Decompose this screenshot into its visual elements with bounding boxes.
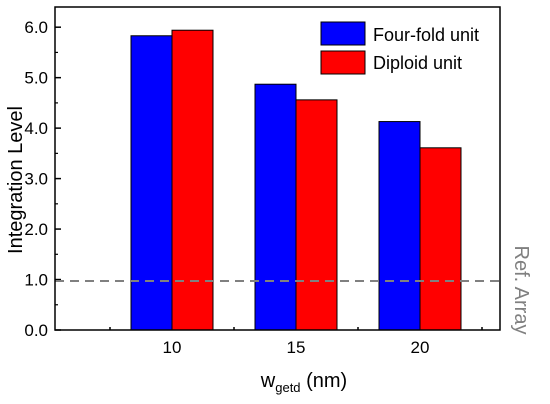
bar-diploid-15 — [295, 99, 338, 331]
x-axis-title-subscript: getd — [275, 380, 300, 395]
x-axis-title: wgetd (nm) — [260, 370, 347, 395]
x-axis-title-main: w — [260, 370, 276, 392]
y-tick-label: 3.0 — [24, 170, 48, 189]
legend-label-four-fold: Four-fold unit — [373, 25, 479, 45]
x-tick-label: 10 — [163, 338, 182, 357]
bar-diploid-10 — [171, 29, 214, 331]
y-axis-title: Integration Level — [5, 106, 27, 254]
legend: Four-fold unit Diploid unit — [320, 21, 479, 75]
x-tick-label: 15 — [287, 338, 306, 357]
y-tick-label: 5.0 — [24, 69, 48, 88]
reference-label: Ref. Array — [510, 246, 532, 335]
x-tick-label: 20 — [411, 338, 430, 357]
y-tick-label: 4.0 — [24, 119, 48, 138]
legend-label-diploid: Diploid unit — [373, 53, 462, 73]
x-axis-title-unit: (nm) — [301, 370, 348, 392]
y-tick-label: 6.0 — [24, 18, 48, 37]
legend-swatch-diploid — [320, 50, 366, 75]
bar-four-fold-10 — [130, 35, 173, 331]
y-tick-label: 2.0 — [24, 220, 48, 239]
bar-diploid-20 — [419, 147, 462, 331]
legend-swatch-four-fold — [320, 21, 366, 46]
bars — [130, 29, 462, 331]
plot-frame — [54, 6, 501, 331]
bar-four-fold-15 — [254, 83, 297, 331]
y-tick-label: 1.0 — [24, 271, 48, 290]
y-tick-label: 0.0 — [24, 321, 48, 340]
bar-four-fold-20 — [378, 121, 421, 331]
